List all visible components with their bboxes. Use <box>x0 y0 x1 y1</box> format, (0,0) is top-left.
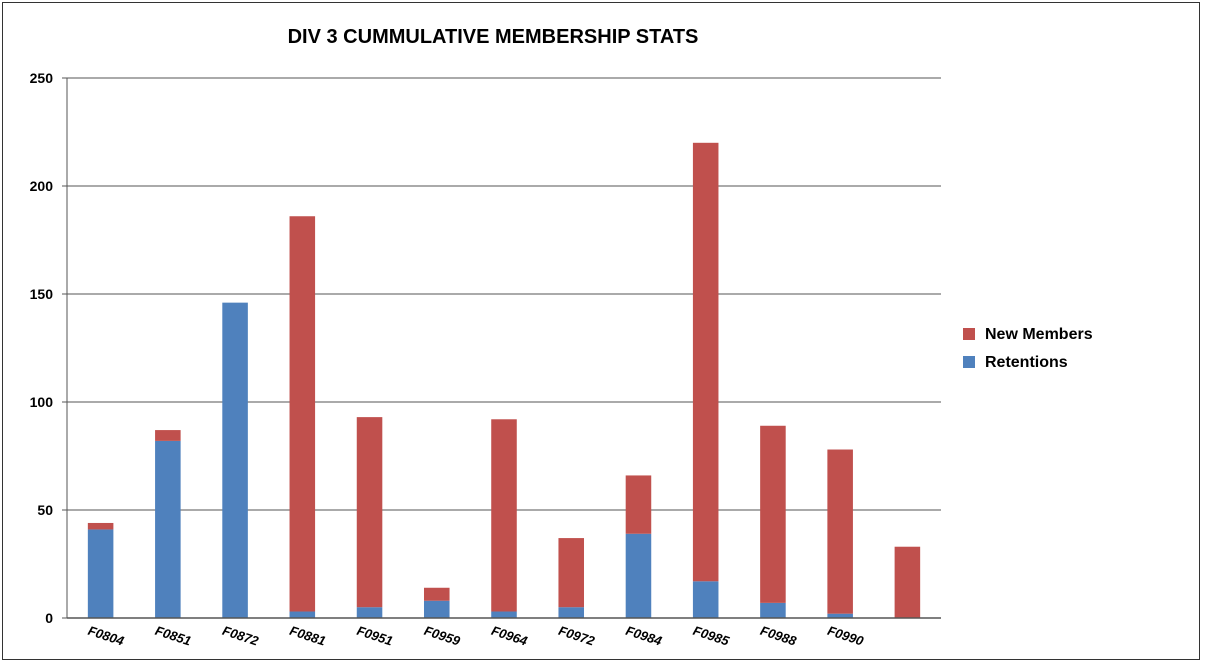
x-tick-label: F0988 <box>758 623 798 649</box>
bar-retentions <box>692 581 719 618</box>
legend-swatch <box>963 356 975 368</box>
x-tick-label: F0959 <box>422 623 462 649</box>
bar-new-members <box>423 587 450 601</box>
bar-retentions <box>558 607 585 618</box>
bar-new-members <box>289 216 316 612</box>
y-tick-label: 250 <box>30 70 54 86</box>
bar-retentions <box>155 440 181 618</box>
x-tick-label: F0872 <box>221 623 261 649</box>
bar-retentions <box>356 607 383 618</box>
y-tick-label: 50 <box>37 502 53 518</box>
legend-swatch <box>963 328 975 340</box>
bar-new-members <box>491 419 517 612</box>
bar-retentions <box>827 613 853 618</box>
x-tick-label: F0881 <box>288 623 328 649</box>
x-tick-label: F0964 <box>490 623 530 649</box>
legend: New Members Retentions <box>963 326 1093 371</box>
bar-new-members <box>692 142 719 582</box>
y-tick-label: 150 <box>30 286 54 302</box>
bar-new-members <box>827 449 853 614</box>
y-tick-label: 100 <box>30 394 54 410</box>
bar-retentions <box>289 611 316 618</box>
bars <box>87 142 921 618</box>
x-tick-label: F0985 <box>691 623 731 649</box>
x-tick-label: F0804 <box>86 623 126 649</box>
y-tick-label: 0 <box>45 610 53 626</box>
legend-label: New Members <box>985 326 1093 343</box>
bar-retentions <box>423 600 450 618</box>
bar-new-members <box>155 430 181 441</box>
bar-new-members <box>894 546 921 618</box>
x-tick-label: F0972 <box>557 623 597 649</box>
x-tick-label: F0851 <box>153 623 193 649</box>
y-tick-label: 200 <box>30 178 54 194</box>
legend-label: Retentions <box>985 354 1068 371</box>
x-tick-label: F0951 <box>355 623 395 649</box>
x-tick-label: F0984 <box>624 623 664 649</box>
bar-retentions <box>87 529 114 618</box>
bar-new-members <box>558 538 585 608</box>
x-tick-label: F0990 <box>826 623 866 649</box>
bar-retentions <box>625 533 652 618</box>
bar-new-members <box>356 417 383 608</box>
bar-new-members <box>87 522 114 530</box>
chart-title: DIV 3 CUMMULATIVE MEMBERSHIP STATS <box>288 26 699 48</box>
gridlines <box>67 77 941 511</box>
chart-svg: DIV 3 CUMMULATIVE MEMBERSHIP STATS 0 50 10… <box>30 26 1093 649</box>
bar-new-members <box>625 475 652 534</box>
bar-retentions <box>760 602 786 618</box>
bar-new-members <box>760 425 786 603</box>
bar-retentions <box>222 302 248 618</box>
bar-retentions <box>491 611 517 618</box>
